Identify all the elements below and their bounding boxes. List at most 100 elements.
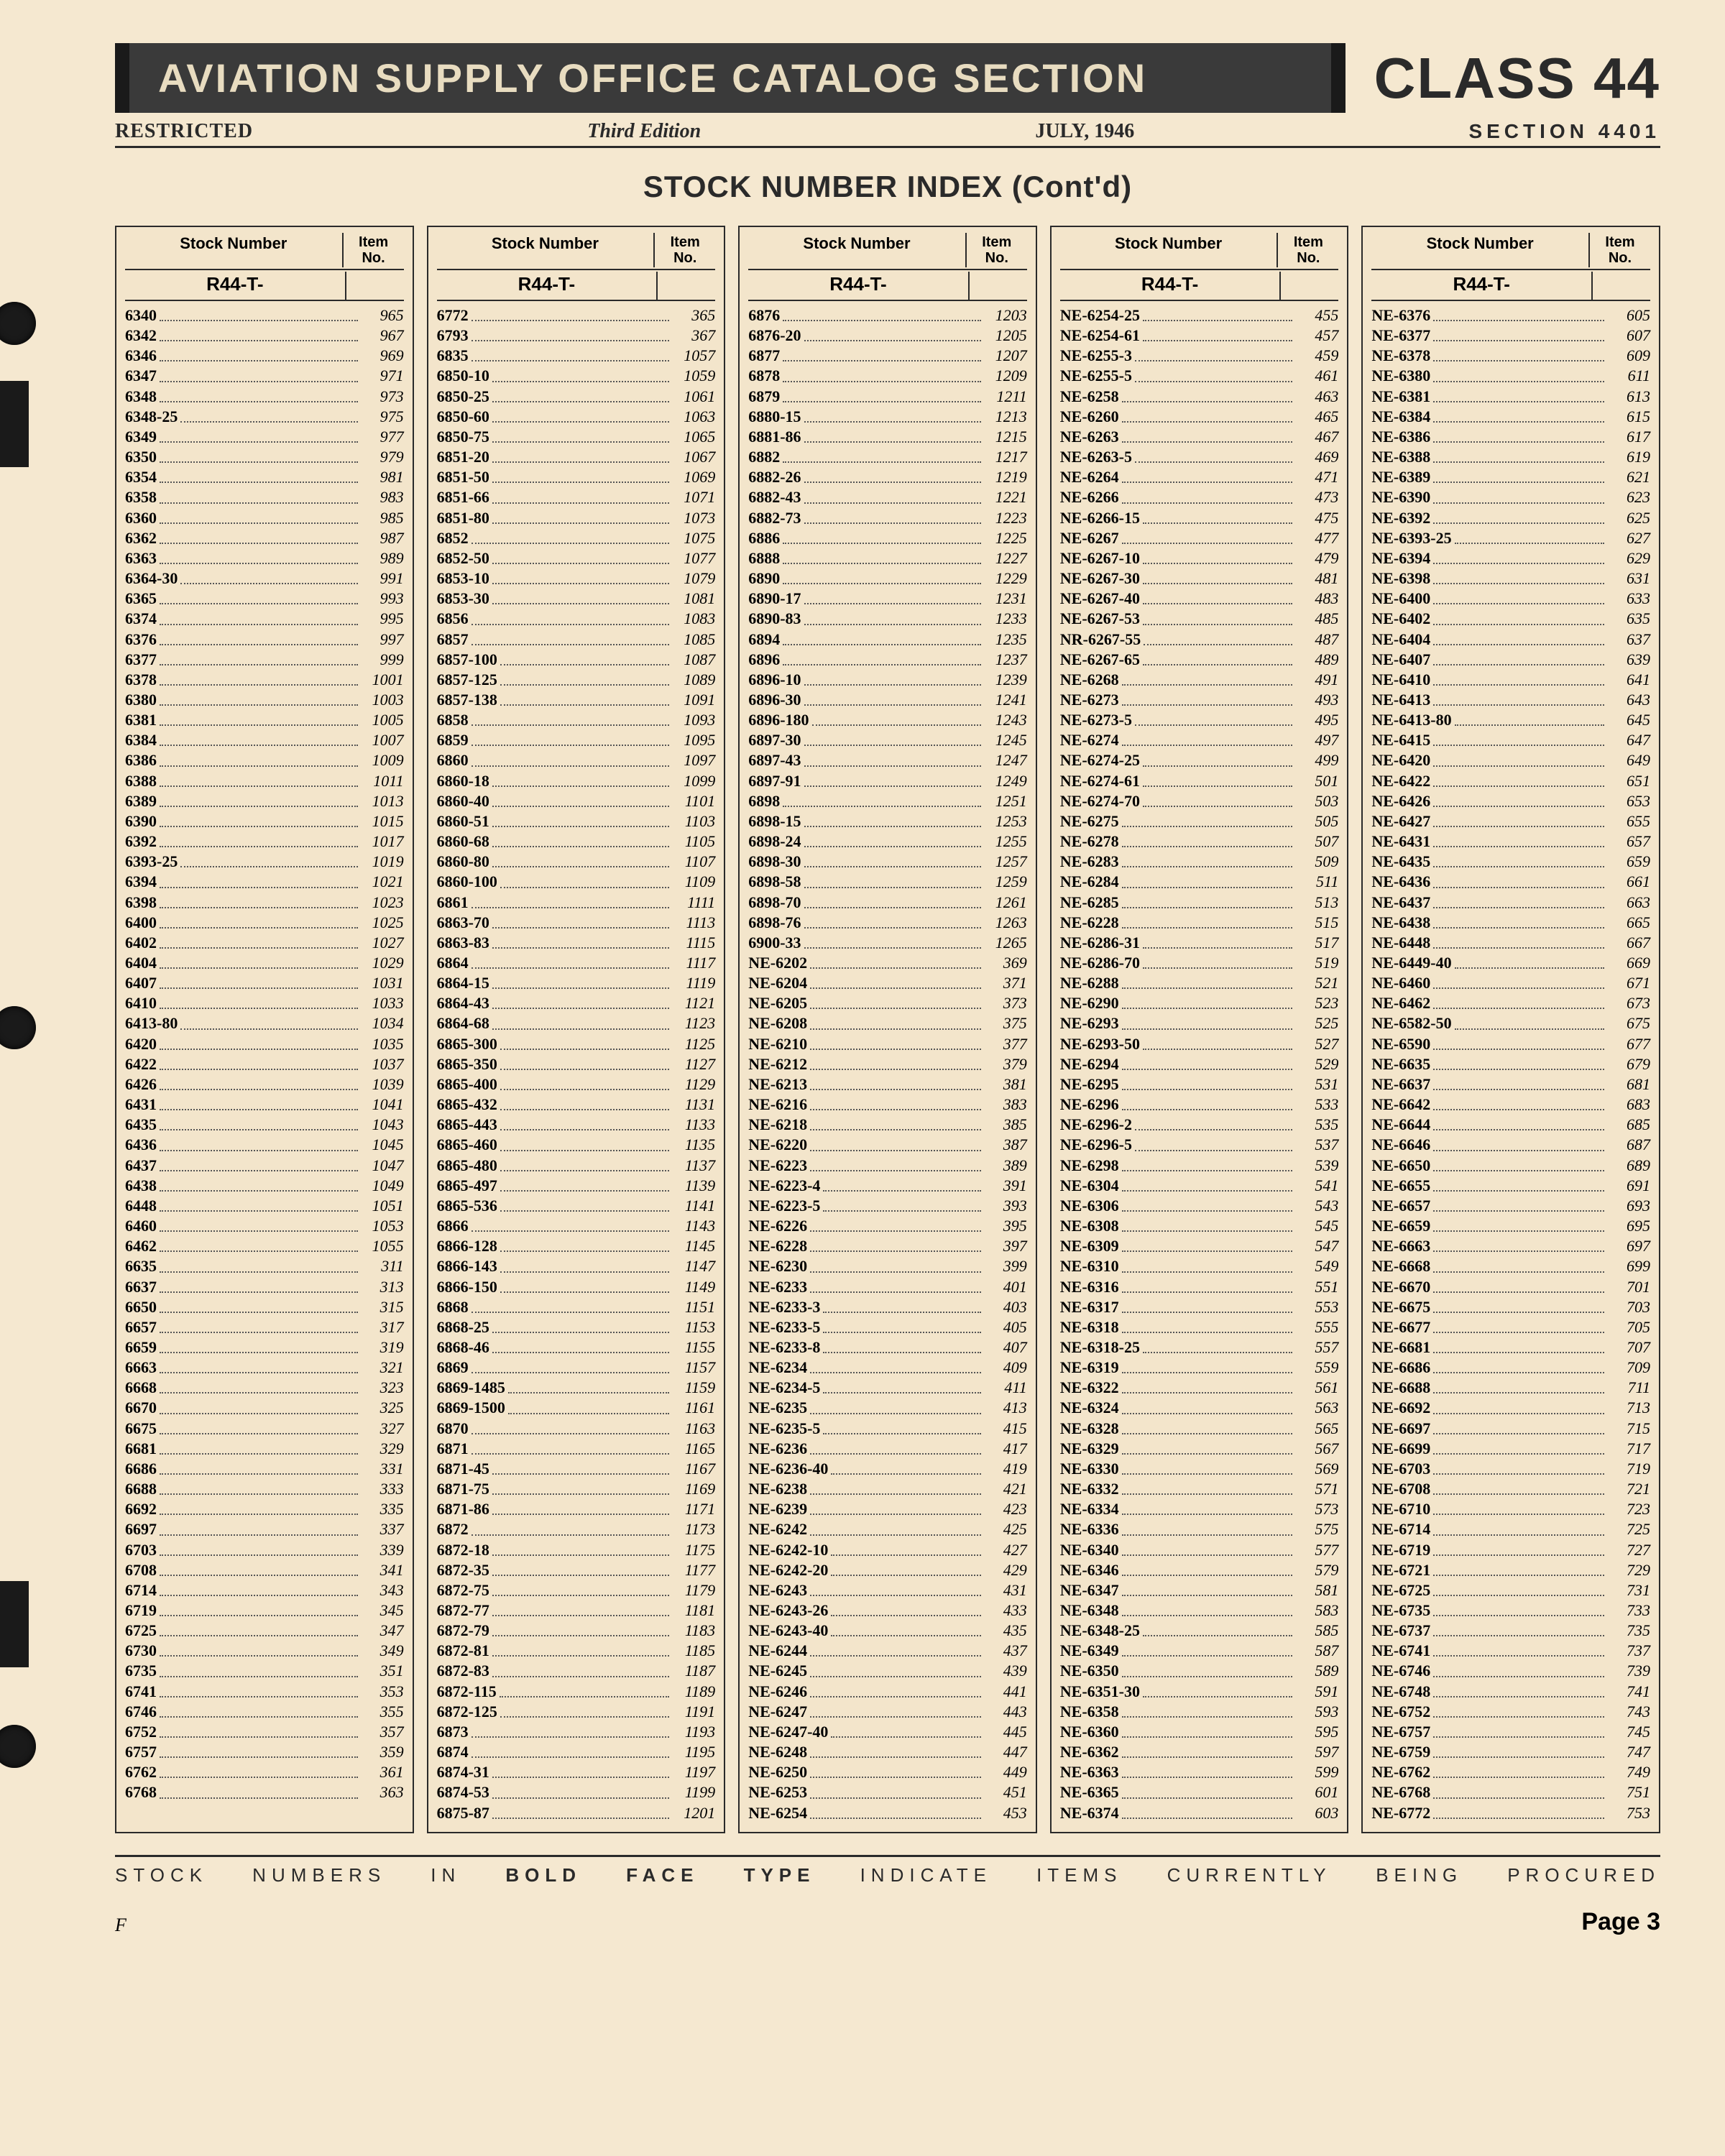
index-entry: NE-6646687 [1371,1135,1650,1155]
stock-number: NE-6255-5 [1060,366,1132,386]
item-number: 471 [1295,467,1338,487]
item-number: 1055 [361,1236,404,1256]
stock-number: 6882-73 [748,508,801,528]
stock-number: 6349 [125,427,157,447]
item-number: 617 [1607,427,1650,447]
index-entry: NE-6208375 [748,1013,1027,1033]
index-entry: 64361045 [125,1135,404,1155]
section-label: SECTION 4401 [1468,120,1660,143]
index-column: Stock NumberItemNo.R44-T-NE-6376605NE-63… [1361,226,1660,1833]
stock-number: NE-6772 [1371,1803,1430,1823]
item-number: 1207 [984,346,1027,366]
index-entry: 68791211 [748,387,1027,407]
item-number: 563 [1295,1398,1338,1418]
item-number: 1243 [984,710,1027,730]
footer-bold: BOLD FACE TYPE [505,1864,815,1886]
item-number: 1197 [672,1762,715,1782]
stock-number: 6888 [748,548,780,568]
item-number: 1103 [672,811,715,831]
index-entry: 6871-751169 [437,1479,716,1499]
stock-number: NE-6448 [1371,933,1430,953]
index-entry: 6752357 [125,1722,404,1742]
item-number: 589 [1295,1661,1338,1681]
index-entry: 6346969 [125,346,404,366]
stock-number: NE-6278 [1060,831,1119,852]
index-entry: 63801003 [125,690,404,710]
index-entry: NE-6239423 [748,1499,1027,1519]
stock-number: 6398 [125,893,157,913]
stock-number: 6347 [125,366,157,386]
item-number: 985 [361,508,404,528]
index-entry: 64041029 [125,953,404,973]
item-number: 439 [984,1661,1027,1681]
item-number: 1231 [984,589,1027,609]
stock-number: NE-6663 [1371,1236,1430,1256]
index-entry: 68711165 [437,1439,716,1459]
item-number: 703 [1607,1297,1650,1317]
index-entry: NE-6404637 [1371,630,1650,650]
stock-number: NE-6688 [1371,1378,1430,1398]
stock-number: NE-6274 [1060,730,1119,750]
item-number: 361 [361,1762,404,1782]
index-entry: NE-6242-20429 [748,1560,1027,1580]
stock-number: NE-6398 [1371,568,1430,589]
index-entry: 68761203 [748,305,1027,326]
index-entry: NE-6688711 [1371,1378,1650,1398]
index-entry: 6872-831187 [437,1661,716,1681]
index-entry: NE-6340577 [1060,1540,1339,1560]
stock-number: 6860-51 [437,811,489,831]
item-number: 993 [361,589,404,609]
item-number: 635 [1607,609,1650,629]
item-number: 457 [1295,326,1338,346]
stock-number: 6896-10 [748,670,801,690]
index-entry: NE-6283509 [1060,852,1339,872]
index-entry: 6708341 [125,1560,404,1580]
stock-number: NE-6284 [1060,872,1119,892]
stock-number: 6360 [125,508,157,528]
item-number: 1085 [672,630,715,650]
stock-number: 6663 [125,1358,157,1378]
index-entry: 6869-14851159 [437,1378,716,1398]
item-number: 357 [361,1722,404,1742]
index-entry: 6762361 [125,1762,404,1782]
index-entry: 6872-1251191 [437,1702,716,1722]
index-entry: 68661143 [437,1216,716,1236]
item-number: 453 [984,1803,1027,1823]
stock-number: NE-6380 [1371,366,1430,386]
index-entry: 6347971 [125,366,404,386]
index-entry: 6688333 [125,1479,404,1499]
stock-number: 6882-26 [748,467,801,487]
item-number: 403 [984,1297,1027,1317]
item-number: 733 [1607,1600,1650,1621]
stock-number: NE-6657 [1371,1196,1430,1216]
item-number: 477 [1295,528,1338,548]
index-entry: NE-6205373 [748,993,1027,1013]
stock-number: 6865-536 [437,1196,497,1216]
stock-number: NE-6646 [1371,1135,1430,1155]
item-number: 677 [1607,1034,1650,1054]
stock-number: NE-6233-5 [748,1317,820,1337]
index-entry: NE-6393-25627 [1371,528,1650,548]
index-entry: NE-6703719 [1371,1459,1650,1479]
index-entry: NE-6748741 [1371,1682,1650,1702]
index-entry: 6853-101079 [437,568,716,589]
index-entry: NE-6642683 [1371,1095,1650,1115]
item-number: 1235 [984,630,1027,650]
stock-number: NE-6228 [1060,913,1119,933]
item-number: 1033 [361,993,404,1013]
stock-number: NE-6759 [1371,1742,1430,1762]
index-entry: NE-6347581 [1060,1580,1339,1600]
stock-number: 6857-138 [437,690,497,710]
stock-number: NE-6304 [1060,1176,1119,1196]
item-number: 747 [1607,1742,1650,1762]
stock-number: NE-6737 [1371,1621,1430,1641]
item-number: 1003 [361,690,404,710]
index-entry: NE-6752743 [1371,1702,1650,1722]
stock-number: NE-6296 [1060,1095,1119,1115]
index-entry: NE-6692713 [1371,1398,1650,1418]
item-number: 507 [1295,831,1338,852]
index-entry: NE-6426653 [1371,791,1650,811]
item-number: 601 [1295,1782,1338,1802]
item-number: 561 [1295,1378,1338,1398]
item-number: 1075 [672,528,715,548]
